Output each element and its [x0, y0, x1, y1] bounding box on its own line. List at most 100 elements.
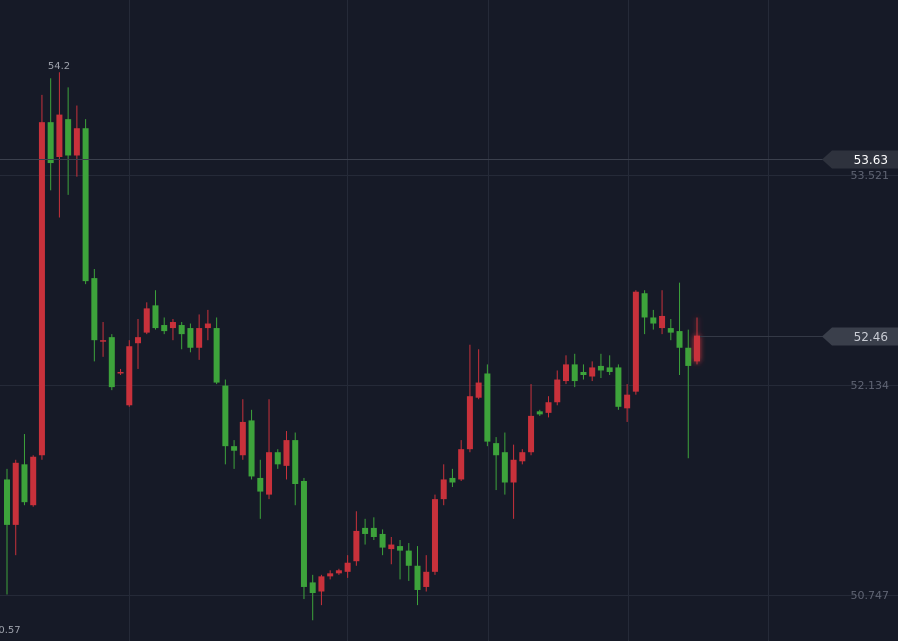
candle	[632, 290, 639, 395]
candle-body	[676, 331, 683, 348]
candle	[449, 468, 456, 488]
candle	[536, 409, 543, 416]
candle-body	[300, 480, 307, 587]
candle	[187, 323, 194, 353]
candle-body	[231, 446, 238, 451]
candle-body	[335, 570, 342, 574]
candle	[100, 322, 107, 357]
candle	[589, 361, 596, 382]
candle	[475, 349, 482, 400]
candle	[73, 105, 80, 177]
candle-body	[510, 459, 517, 483]
candle	[309, 574, 316, 621]
candle	[510, 444, 517, 519]
candle	[580, 364, 587, 380]
candle	[659, 290, 666, 335]
candle	[379, 529, 386, 556]
candle-body	[152, 305, 159, 329]
candle-body	[536, 411, 543, 415]
candle	[545, 396, 552, 418]
candle-body	[292, 440, 299, 485]
candle	[685, 329, 692, 459]
candle-body	[484, 373, 491, 442]
candle-body	[501, 452, 508, 483]
vertical-grid	[129, 0, 769, 641]
candle-body	[440, 479, 447, 500]
candle	[12, 459, 19, 556]
candle-body	[580, 371, 587, 376]
candle	[327, 570, 334, 580]
candle	[38, 94, 45, 460]
candle	[30, 455, 37, 507]
candle-body	[571, 364, 578, 382]
candle-body	[283, 440, 290, 466]
candle	[362, 518, 369, 545]
candle-body	[641, 293, 648, 318]
candle	[178, 322, 185, 350]
candle	[344, 555, 351, 578]
candle-body	[370, 527, 377, 537]
candle-body	[30, 456, 37, 506]
candle-body	[204, 323, 211, 329]
candle	[397, 540, 404, 580]
price-tag	[822, 150, 898, 169]
candle	[91, 269, 98, 362]
candle-body	[624, 394, 631, 409]
candle	[108, 334, 115, 391]
candle-body	[379, 533, 386, 548]
candle	[554, 370, 561, 406]
candle	[501, 432, 508, 495]
candle	[169, 318, 176, 341]
candle-body	[388, 544, 395, 550]
candle	[274, 449, 281, 469]
candle	[414, 546, 421, 606]
candle	[204, 309, 211, 341]
candle	[126, 340, 133, 407]
candle	[65, 87, 72, 195]
candle-body	[562, 364, 569, 382]
price-tag-label: 52.46	[854, 330, 888, 344]
candle-body	[213, 328, 220, 383]
candle-body	[554, 379, 561, 403]
candle	[239, 399, 246, 460]
candle-body	[21, 464, 28, 503]
candle	[117, 368, 124, 376]
candle-body	[56, 114, 63, 157]
candle	[318, 574, 325, 606]
price-tag	[822, 327, 898, 346]
candle-body	[91, 278, 98, 341]
candle-body	[545, 402, 552, 413]
candle	[571, 353, 578, 388]
candle-body	[222, 385, 229, 447]
candle-body	[414, 565, 421, 590]
candle	[458, 440, 465, 481]
candle-body	[65, 119, 72, 156]
candle	[21, 434, 28, 506]
candle	[431, 494, 438, 575]
candle-body	[597, 365, 604, 371]
candle	[283, 431, 290, 480]
candle	[222, 379, 229, 465]
candle	[353, 511, 360, 566]
candle-body	[4, 479, 10, 525]
candle-body	[423, 571, 430, 587]
candle-body	[493, 443, 500, 456]
candle	[388, 536, 395, 565]
candle-body	[248, 420, 255, 477]
candle-body	[650, 317, 657, 324]
candle	[47, 78, 54, 191]
candle-body	[694, 335, 700, 362]
candle-body	[169, 322, 176, 329]
candle	[466, 344, 473, 453]
candle	[335, 568, 342, 575]
candle-body	[458, 449, 465, 480]
candle-body	[397, 546, 404, 551]
candle	[196, 314, 203, 360]
low-label: 50.57	[0, 625, 21, 636]
candle	[597, 353, 604, 379]
candle	[152, 290, 159, 330]
candle-body	[353, 530, 360, 562]
y-tick-label: 52.134	[851, 379, 890, 392]
candle-body	[632, 291, 639, 392]
